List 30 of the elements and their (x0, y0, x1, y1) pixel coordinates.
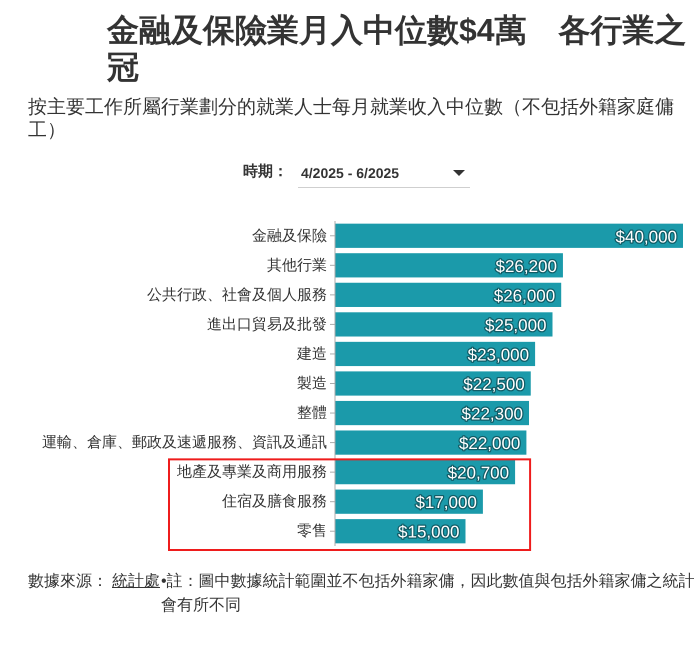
data-label: $40,000 (616, 227, 677, 246)
y-tick-label: 零售 (297, 522, 327, 540)
text: 時期： (243, 163, 288, 181)
text: 統計處 (112, 573, 160, 590)
text: 數據來源： (28, 573, 108, 590)
y-tick-label: 地產及專業及商用服務 (176, 464, 327, 481)
y-tick-label: 建造 (296, 345, 327, 362)
y-tick-label: 整體 (297, 404, 327, 422)
chart-subtitle: 按主要工作所屬行業劃分的就業人士每月就業收入中位數（不包括外籍家庭傭工） (28, 96, 675, 142)
y-tick-label: 其他行業 (267, 256, 327, 274)
chart-title: 金融及保險業月入中位數$4萬 各行業之冠 (107, 12, 688, 86)
data-label: $20,700 (448, 464, 510, 483)
data-label: $22,300 (462, 404, 524, 424)
data-label: $26,000 (494, 286, 556, 306)
y-tick-label: 運輸、倉庫、郵政及速遞服務、資訊及通訊 (42, 434, 327, 452)
y-tick-label: 住宿及膳食服務 (221, 493, 327, 510)
text: •註：圖中數據統計範圍並不包括外籍家傭，因此數值與包括外籍家傭之統計會有所不同 (161, 572, 696, 616)
data-label: $26,200 (495, 256, 557, 276)
data-label: $15,000 (398, 522, 460, 542)
y-tick-label: 製造 (297, 375, 327, 392)
data-label: $22,500 (463, 375, 525, 394)
y-tick-label: 金融及保險 (252, 227, 327, 244)
y-tick-label: 公共行政、社會及個人服務 (147, 286, 327, 304)
text: 4/2025 - 6/2025 (301, 165, 400, 182)
data-label: $17,000 (415, 493, 477, 512)
y-tick-label: 進出口貿易及批發 (207, 316, 327, 333)
data-label: $22,000 (458, 434, 520, 454)
data-label: $23,000 (468, 345, 530, 364)
data-label: $25,000 (485, 316, 546, 335)
bar (335, 224, 683, 248)
